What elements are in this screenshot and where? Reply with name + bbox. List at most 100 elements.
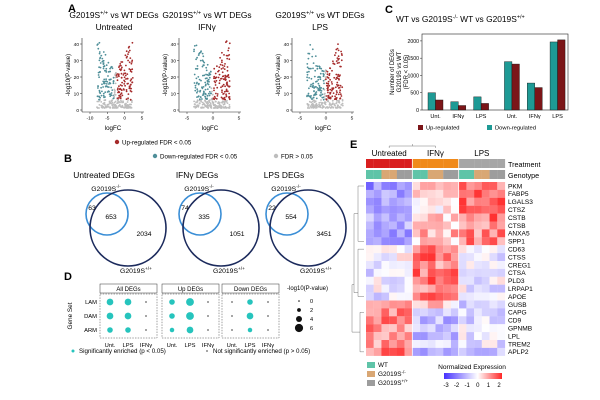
volcano-point (323, 82, 325, 85)
volcano-point (118, 94, 120, 97)
heatmap-gene-label: PLD3 (508, 278, 525, 285)
volcano-point (208, 99, 210, 102)
volcano-point (211, 90, 213, 93)
volcano-point (318, 103, 320, 106)
heatmap-cell (396, 221, 405, 230)
heatmap-gene-label: LPL (508, 333, 520, 340)
volcano-xtick-label: 5 (351, 116, 354, 122)
heatmap-cell (427, 221, 436, 230)
volcano-point (124, 72, 127, 75)
bar-ytick-label: 500 (410, 91, 419, 97)
volcano-xtick-label: 0 (123, 116, 126, 122)
volcano-point (130, 62, 133, 65)
heatmap-cell (389, 324, 397, 333)
dot-nonsig-legend-mark (206, 350, 208, 352)
volcano-point (313, 75, 316, 78)
volcano-point (311, 48, 314, 51)
volcano-xtick-label: -5 (185, 116, 190, 122)
volcano-point (204, 92, 207, 95)
volcano-point (98, 107, 100, 109)
venn-count-left: 74 (181, 205, 189, 212)
bar-xtick-label: LPS (552, 114, 563, 120)
heatmap-cell (489, 253, 498, 262)
heatmap-cell (435, 182, 444, 190)
volcano-point (208, 86, 211, 88)
heatmap-cell (489, 292, 498, 301)
volcano-point (337, 73, 340, 76)
heatmap-cell (396, 316, 405, 325)
heatmap-cell (404, 347, 413, 356)
bar-ytick-label: 0 (416, 108, 419, 114)
volcano-xtick-label: -10 (87, 116, 94, 122)
heatmap-cell (396, 261, 405, 269)
volcano-point (330, 107, 332, 109)
legend-down-dot (152, 153, 158, 159)
heatmap-cell (450, 229, 459, 238)
heatmap-cell (450, 332, 459, 341)
volcano-point (223, 101, 226, 104)
dot-sig-legend-label: Significantly enriched (p < 0.05) (79, 348, 166, 355)
volcano-point (221, 71, 224, 74)
volcano-ytick-label: 40 (171, 42, 177, 48)
heatmap-gene-label: PKM (508, 183, 522, 190)
volcano-point (327, 94, 330, 97)
heatmap-cell (497, 197, 506, 206)
bar-up (534, 87, 543, 111)
volcano-point (118, 96, 120, 99)
volcano-point (336, 57, 339, 59)
volcano-point (204, 100, 207, 103)
heatmap-cell (366, 261, 374, 269)
heatmap-cell (366, 276, 374, 285)
volcano-point (128, 61, 131, 64)
volcano-point (198, 102, 201, 105)
dot-group-label: Up DEGs (178, 287, 203, 293)
volcano-point (224, 63, 226, 65)
volcano-point (197, 76, 200, 78)
treatment-cell (458, 159, 467, 168)
heatmap-cell (443, 332, 452, 341)
heatmap-cell (489, 182, 498, 190)
volcano-point (124, 103, 126, 106)
heatmap-cell (366, 213, 374, 222)
heatmap-cell (435, 292, 444, 301)
volcano-point (220, 107, 222, 109)
volcano-point (224, 85, 227, 88)
volcano-point (105, 83, 108, 85)
volcano-point (325, 98, 328, 101)
volcano-point (316, 65, 319, 68)
dot-size-legend-label: 4 (310, 317, 313, 323)
heatmap-cell (412, 197, 421, 206)
volcano-point (227, 74, 230, 76)
volcano-point (339, 89, 342, 92)
heatmap-cell (412, 261, 421, 269)
volcano-point (213, 89, 215, 92)
volcano-point (193, 73, 196, 76)
heatmap-cell (497, 332, 506, 341)
volcano-point (325, 95, 328, 97)
treatment-cell (481, 159, 490, 168)
volcano-point (124, 74, 127, 77)
heatmap-cell (443, 308, 452, 317)
bar-up (511, 63, 520, 111)
volcano-point (307, 92, 310, 95)
heatmap-cell (427, 182, 436, 190)
volcano-point (312, 67, 314, 70)
dot-xtick-label: IFNγ (202, 343, 214, 349)
heatmap-cell (443, 182, 452, 190)
bar-ylabel-line: G2019S vs WT (397, 51, 403, 92)
heatmap-gene-label: APOE (508, 294, 527, 301)
volcano-point (332, 106, 334, 109)
dot-group-header (161, 283, 220, 294)
heatmap-cell (466, 229, 475, 238)
heatmap-cell (435, 284, 444, 293)
heatmap-cell (489, 229, 498, 238)
volcano-point (193, 100, 196, 103)
volcano-ytick-label: 20 (74, 75, 80, 81)
heatmap-cell (404, 324, 413, 333)
volcano-point (335, 90, 338, 92)
volcano-point (108, 106, 110, 108)
volcano-point (123, 83, 126, 85)
volcano-point (337, 43, 339, 45)
volcano-point (103, 78, 106, 81)
heatmap-cell (389, 253, 397, 262)
